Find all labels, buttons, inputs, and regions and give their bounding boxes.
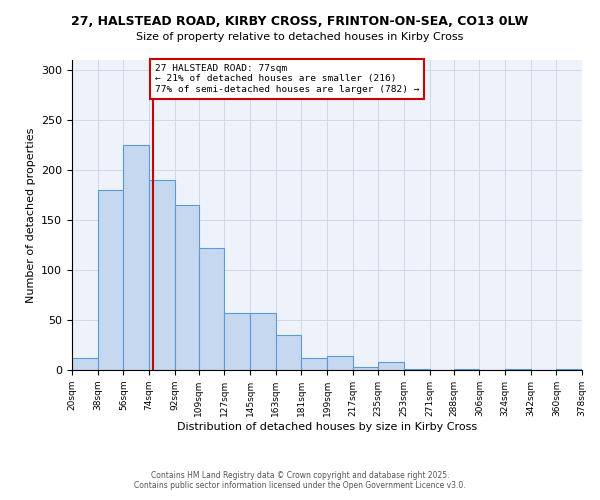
Bar — [505, 369, 531, 370]
Bar — [175, 205, 199, 370]
Bar — [556, 369, 582, 370]
Bar — [123, 145, 149, 370]
Bar — [327, 356, 353, 370]
Bar — [353, 367, 378, 370]
Bar — [149, 180, 175, 370]
Text: 27 HALSTEAD ROAD: 77sqm
← 21% of detached houses are smaller (216)
77% of semi-d: 27 HALSTEAD ROAD: 77sqm ← 21% of detache… — [155, 64, 419, 94]
Bar — [404, 369, 430, 370]
X-axis label: Distribution of detached houses by size in Kirby Cross: Distribution of detached houses by size … — [177, 422, 477, 432]
Text: Contains HM Land Registry data © Crown copyright and database right 2025.
Contai: Contains HM Land Registry data © Crown c… — [134, 470, 466, 490]
Bar — [199, 248, 224, 370]
Bar — [224, 313, 250, 370]
Bar — [454, 369, 479, 370]
Bar — [98, 190, 123, 370]
Bar — [72, 358, 98, 370]
Bar — [301, 358, 327, 370]
Y-axis label: Number of detached properties: Number of detached properties — [26, 128, 35, 302]
Text: 27, HALSTEAD ROAD, KIRBY CROSS, FRINTON-ON-SEA, CO13 0LW: 27, HALSTEAD ROAD, KIRBY CROSS, FRINTON-… — [71, 15, 529, 28]
Bar — [276, 335, 301, 370]
Bar — [250, 313, 276, 370]
Text: Size of property relative to detached houses in Kirby Cross: Size of property relative to detached ho… — [136, 32, 464, 42]
Bar — [378, 362, 404, 370]
